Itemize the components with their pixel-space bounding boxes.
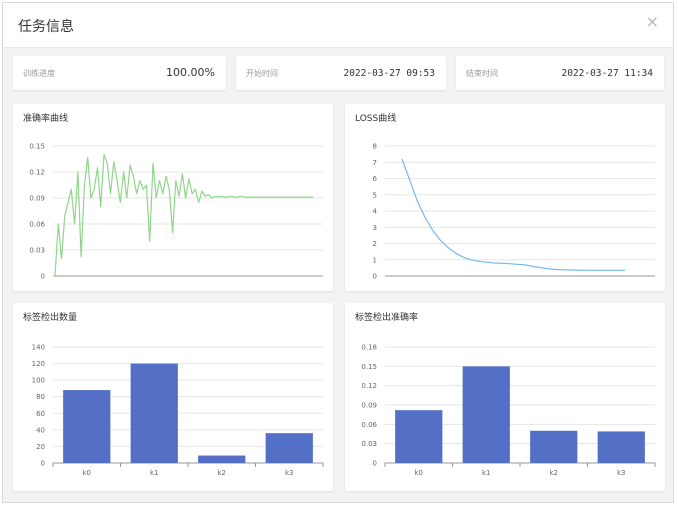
dialog-header: 任务信息 × <box>3 3 673 48</box>
bar <box>198 455 246 463</box>
y-tick-label: 140 <box>32 344 45 352</box>
y-tick-label: 20 <box>36 443 45 451</box>
y-tick-label: 40 <box>36 426 45 434</box>
y-tick-label: 0 <box>373 273 377 281</box>
loss-chart-title: LOSS曲线 <box>355 114 397 124</box>
y-tick-label: 0.18 <box>361 344 377 352</box>
y-tick-label: 0.06 <box>29 221 45 229</box>
x-tick-label: k0 <box>414 469 423 477</box>
accuracy-chart: 0 0.03 0.06 0.09 0.12 0.15 <box>29 143 323 281</box>
y-tick-label: 7 <box>373 159 377 167</box>
end-time-label: 结束时间 <box>466 69 498 78</box>
y-tick-label: 2 <box>373 240 377 248</box>
bar <box>597 431 645 463</box>
end-time-card: 结束时间 2022-03-27 11:34 <box>456 56 664 90</box>
y-tick-label: 0 <box>41 460 45 468</box>
y-tick-label: 3 <box>373 224 377 232</box>
x-tick-label: k1 <box>150 469 159 477</box>
y-tick-label: 0.15 <box>29 143 45 151</box>
bar <box>530 430 578 463</box>
accuracy-chart-title: 准确率曲线 <box>23 114 69 124</box>
progress-label: 训练进度 <box>23 69 55 78</box>
bar <box>130 363 178 463</box>
loss-chart-card: LOSS曲线 0 1 2 3 4 5 6 7 8 <box>345 104 665 291</box>
label-accuracy-chart: 0 0.03 0.06 0.09 0.12 0.15 0.18 k0 k1 k2 k3 <box>361 344 656 477</box>
y-tick-label: 8 <box>373 143 377 151</box>
y-tick-label: 0.03 <box>29 247 45 255</box>
label-count-chart-title: 标签检出数量 <box>23 313 78 323</box>
start-time-value: 2022-03-27 09:53 <box>343 68 435 79</box>
y-tick-label: 0.09 <box>29 195 45 203</box>
label-count-chart-card: 标签检出数量 0 20 40 60 80 100 120 140 k0 k1 k2 k3 <box>13 303 333 491</box>
x-tick-label: k2 <box>217 469 226 477</box>
x-tick-label: k1 <box>482 469 491 477</box>
y-tick-label: 0.12 <box>361 382 377 390</box>
bar <box>395 410 443 463</box>
loss-chart: 0 1 2 3 4 5 6 7 8 <box>373 143 655 281</box>
end-time-value: 2022-03-27 11:34 <box>561 68 653 79</box>
y-tick-label: 0 <box>41 273 45 281</box>
start-time-label: 开始时间 <box>246 69 278 78</box>
series-line <box>54 154 313 277</box>
y-tick-label: 80 <box>36 393 45 401</box>
y-tick-label: 0.15 <box>361 363 377 371</box>
task-info-dialog: 任务信息 × 训练进度 100.00% 开始时间 2022-03-27 09:5… <box>2 2 674 503</box>
y-tick-label: 4 <box>373 208 378 216</box>
y-tick-label: 120 <box>32 360 45 368</box>
y-tick-label: 0.03 <box>361 440 377 448</box>
bar <box>462 366 510 463</box>
x-tick-label: k3 <box>285 469 294 477</box>
label-accuracy-chart-card: 标签检出准确率 0 0.03 0.06 0.09 0.12 0.15 0.18 k0 k1 k2 k… <box>345 303 665 491</box>
y-tick-label: 100 <box>32 377 45 385</box>
bar <box>63 390 111 463</box>
y-tick-label: 0.12 <box>29 169 45 177</box>
label-count-chart: 0 20 40 60 80 100 120 140 k0 k1 k2 k3 <box>32 344 324 477</box>
dialog-title: 任务信息 <box>18 19 74 35</box>
y-tick-label: 5 <box>373 191 377 199</box>
close-icon[interactable]: × <box>645 12 659 31</box>
y-tick-label: 0.06 <box>361 421 377 429</box>
progress-value: 100.00% <box>166 66 215 79</box>
y-tick-label: 0 <box>373 460 377 468</box>
x-tick-label: k3 <box>617 469 626 477</box>
accuracy-chart-card: 准确率曲线 0 0.03 0.06 0.09 0.12 0.15 <box>13 104 333 291</box>
start-time-card: 开始时间 2022-03-27 09:53 <box>236 56 446 90</box>
y-tick-label: 6 <box>373 175 378 183</box>
y-tick-label: 0.09 <box>361 402 377 410</box>
y-tick-label: 60 <box>36 410 45 418</box>
series-line <box>401 158 625 271</box>
y-tick-label: 1 <box>373 256 377 264</box>
label-accuracy-chart-title: 标签检出准确率 <box>355 313 419 323</box>
progress-card: 训练进度 100.00% <box>13 56 226 90</box>
x-tick-label: k2 <box>549 469 558 477</box>
bar <box>265 433 313 463</box>
x-tick-label: k0 <box>82 469 91 477</box>
